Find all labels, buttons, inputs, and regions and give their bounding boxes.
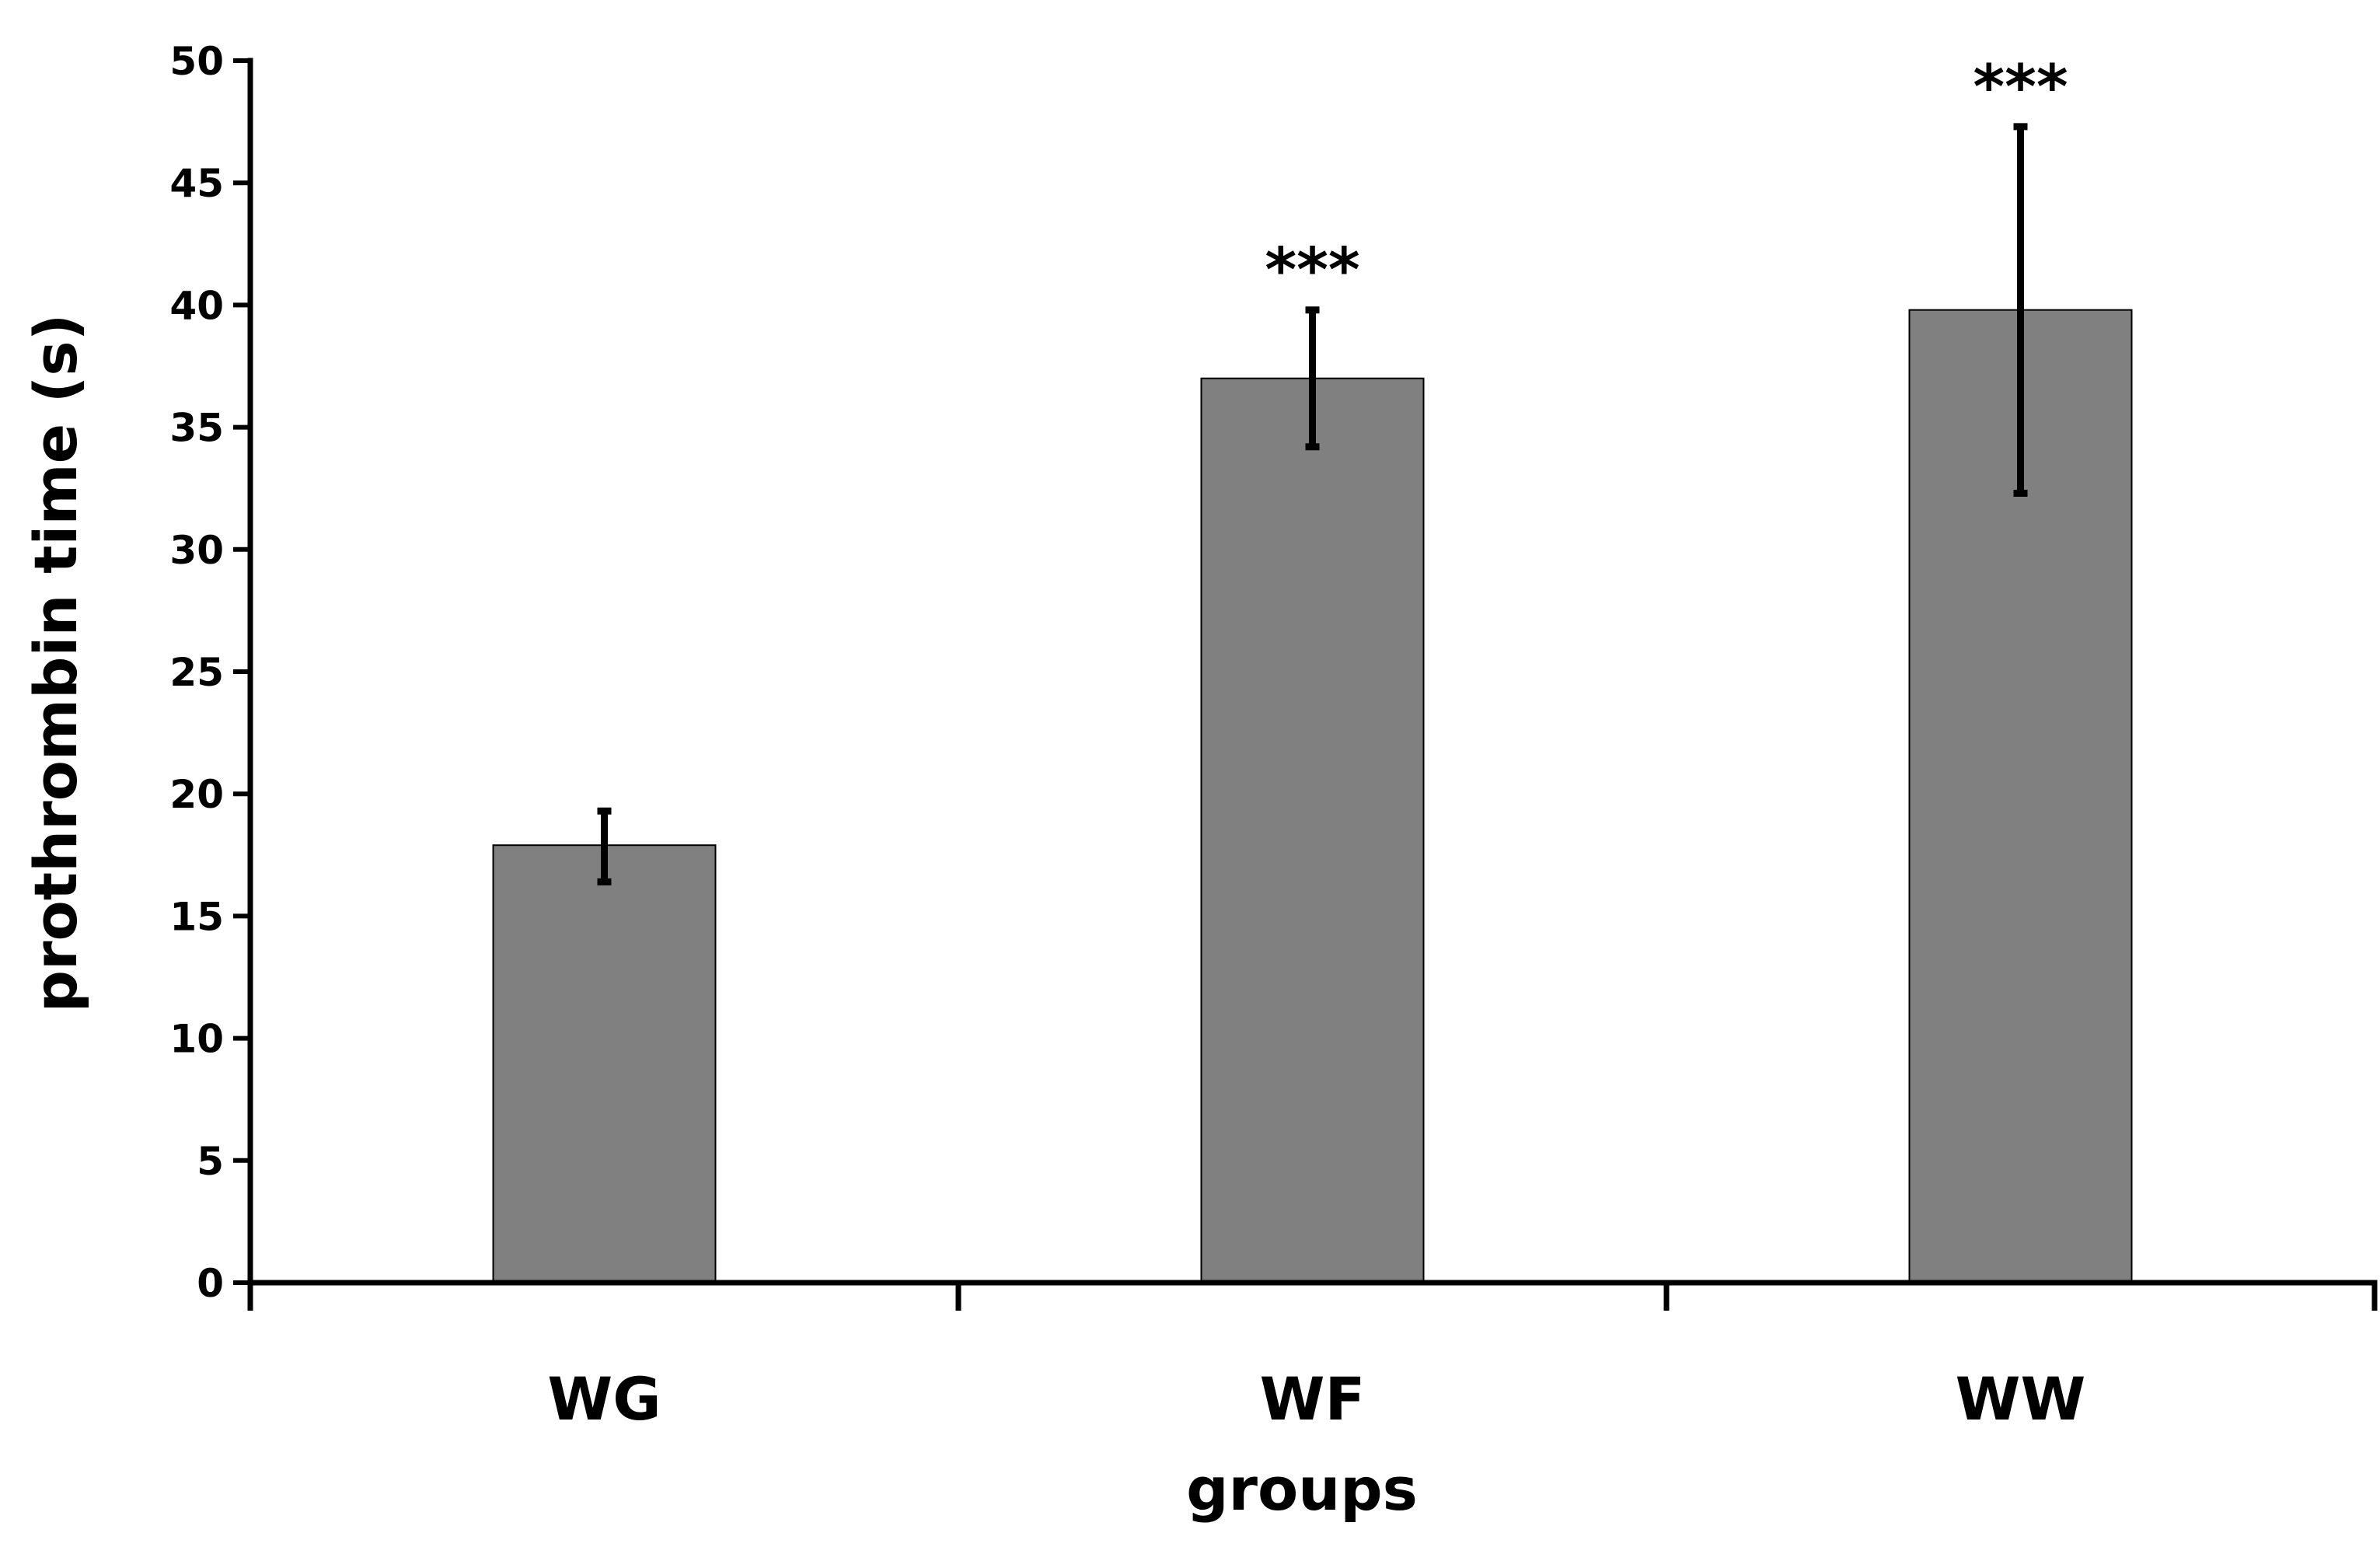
significance-layer: *** ***	[1265, 53, 2068, 306]
significance-marker-ww: ***	[1973, 53, 2068, 123]
x-axis-title: groups	[1186, 1454, 1418, 1524]
y-tick-label: 0	[197, 1261, 224, 1306]
y-tick-label: 25	[169, 650, 224, 695]
y-tick-label: 15	[169, 894, 224, 939]
category-label-ww: WW	[1956, 1364, 2086, 1434]
y-tick-label: 10	[169, 1017, 224, 1062]
y-ticks-layer: 0 5 10 15 20 25 30 35 40 45 50	[169, 39, 2378, 1311]
y-tick-label: 40	[169, 283, 224, 328]
y-tick-label: 5	[197, 1139, 224, 1184]
x-categories-layer: WG WF WW	[547, 1364, 2085, 1434]
bar-wg	[492, 844, 717, 1283]
error-bars-layer	[597, 123, 2028, 885]
category-label-wf: WF	[1260, 1364, 1366, 1434]
significance-marker-wf: ***	[1265, 236, 1359, 306]
bars-layer	[492, 309, 2133, 1284]
bar-wf	[1200, 377, 1425, 1284]
y-tick-label: 45	[169, 161, 224, 206]
y-axis-title: prothrombin time (s)	[21, 314, 90, 1013]
category-label-wg: WG	[547, 1364, 661, 1434]
y-tick-label: 35	[169, 406, 224, 451]
y-tick-label: 20	[169, 772, 224, 817]
y-tick-label: 30	[169, 528, 224, 573]
y-tick-label: 50	[169, 39, 224, 84]
